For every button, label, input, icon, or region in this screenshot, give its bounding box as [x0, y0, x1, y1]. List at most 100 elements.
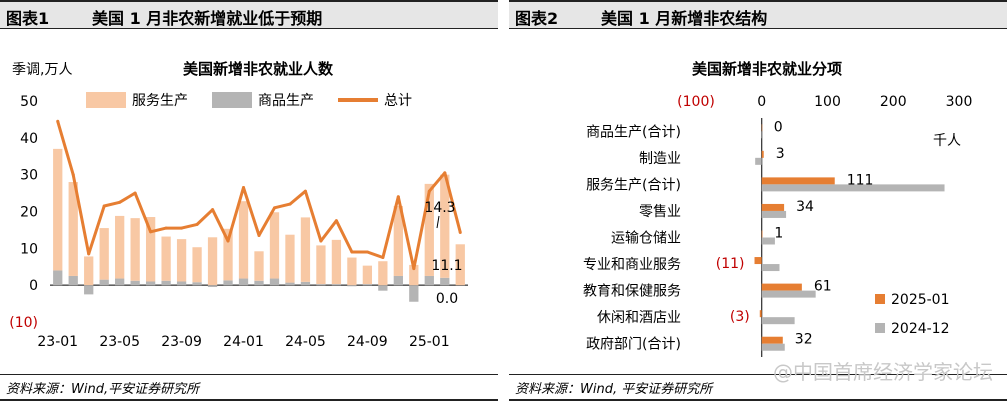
services-bar: [362, 265, 373, 285]
total-point: [195, 222, 199, 226]
bar-2025-01: [761, 283, 802, 291]
goods-bar: [207, 285, 218, 288]
y-tick-label: 40: [20, 131, 38, 147]
bar-2024-12: [761, 264, 780, 272]
services-bar: [440, 174, 450, 278]
goods-bar: [161, 280, 171, 286]
services-bar: [99, 228, 109, 280]
goods-bar: [99, 279, 109, 286]
legend-label-2025-01: 2025-01: [891, 292, 950, 308]
bar-2025-01: [761, 124, 763, 132]
category-label: 运输仓储业: [611, 231, 681, 247]
left-panel-footer: 资料来源：Wind,平安证券研究所: [0, 374, 498, 401]
services-bar: [223, 228, 233, 281]
goods-bar: [331, 284, 342, 286]
bar-2025-01: [761, 150, 764, 158]
goods-bar: [409, 285, 419, 302]
total-point: [272, 206, 276, 210]
services-bar: [424, 183, 434, 276]
data-label: 34: [796, 199, 814, 215]
total-point: [226, 239, 230, 243]
right-source-note: 资料来源：Wind, 平安证券研究所: [515, 382, 713, 397]
category-label: 服务生产(合计): [586, 177, 681, 193]
services-bar: [115, 215, 125, 279]
services-bar: [254, 251, 264, 281]
services-bar: [409, 264, 419, 286]
total-point: [87, 252, 91, 256]
goods-bar: [53, 270, 63, 286]
data-label: 61: [814, 279, 832, 295]
services-bar: [378, 261, 388, 286]
left-panel-header: 图表1 美国 1 月非农新增就业低于预期: [0, 0, 498, 29]
total-point: [211, 208, 215, 212]
total-label-leader: [436, 215, 440, 229]
legend-label-2024-12: 2024-12: [891, 321, 950, 337]
goods-bar: [238, 278, 249, 286]
right-panel-title: 美国 1 月新增非农结构: [601, 9, 768, 28]
services-bar: [84, 256, 94, 286]
x-tick-label: 25-01: [409, 334, 450, 350]
right-panel-footer: 资料来源：Wind, 平安证券研究所: [509, 374, 1007, 401]
goods-bar: [316, 284, 326, 286]
goods-data-label: 0.0: [436, 291, 458, 307]
total-point: [412, 267, 416, 271]
category-label: 零售业: [639, 204, 681, 220]
category-label: 政府部门(合计): [586, 337, 681, 353]
bar-2024-12: [761, 131, 762, 139]
total-point: [381, 256, 385, 260]
services-bar: [285, 234, 295, 283]
x-tick-label: 23-01: [37, 334, 78, 350]
total-point: [365, 250, 369, 254]
data-label: 1: [774, 226, 783, 242]
x-tick-label: 0: [757, 94, 766, 110]
goods-bar: [176, 281, 187, 286]
nonfarm-breakdown-chart: 美国新增非农就业分项 (100) 0 100 200 300 千人 商品生产(合计) 0 制造业 3…: [583, 60, 972, 357]
bar-2024-12: [755, 157, 762, 165]
bar-2024-12: [761, 290, 816, 298]
goods-bar: [440, 277, 450, 286]
chart-title: 美国新增非农就业分项: [692, 60, 842, 78]
category-label: 专业和商业服务: [583, 257, 681, 273]
data-label: (11): [716, 256, 745, 272]
y-tick-label: 10: [20, 241, 38, 257]
services-bar: [176, 239, 187, 282]
bar-2024-12: [761, 343, 785, 351]
services-bar: [53, 148, 63, 271]
services-bar: [300, 217, 311, 282]
data-label: 32: [795, 332, 813, 348]
x-tick-label: 100: [814, 94, 841, 110]
right-panel-header: 图表2 美国 1 月新增非农结构: [509, 0, 1007, 29]
services-data-label: 11.1: [431, 258, 462, 274]
services-bar: [192, 247, 202, 283]
y-tick-label: 20: [20, 205, 38, 221]
bar-2024-12: [761, 184, 945, 192]
total-point: [56, 119, 60, 123]
x-tick-label: (100): [677, 94, 715, 110]
services-bar: [207, 237, 218, 286]
bar-2025-01: [754, 257, 762, 265]
total-point: [164, 226, 168, 230]
data-label: 111: [847, 172, 874, 188]
legend-label-goods: 商品生产: [258, 93, 314, 109]
goods-bar: [192, 282, 202, 286]
x-tick-label: 23-05: [99, 334, 140, 350]
goods-bar: [84, 285, 94, 295]
x-unit-label: 千人: [933, 133, 961, 149]
services-bar: [316, 245, 326, 285]
y-unit-label: 季调,万人: [12, 62, 72, 78]
chart-title: 美国新增非农就业人数: [183, 60, 334, 78]
goods-bar: [393, 275, 403, 286]
data-label: (3): [730, 309, 750, 325]
category-label: 商品生产(合计): [586, 124, 681, 140]
left-panel-label: 图表1: [6, 9, 50, 28]
bar-2025-01: [759, 310, 762, 318]
left-chart-panel: 图表1 美国 1 月非农新增就业低于预期 季调,万人 美国新增非农就业人数 (10)…: [0, 0, 498, 407]
services-bar: [145, 217, 156, 282]
total-point: [71, 173, 75, 177]
x-tick-label: 200: [880, 94, 907, 110]
services-bar: [130, 218, 140, 281]
services-bar: [455, 244, 465, 286]
total-point: [118, 200, 122, 204]
goods-bar: [362, 284, 373, 286]
total-point: [458, 230, 462, 234]
